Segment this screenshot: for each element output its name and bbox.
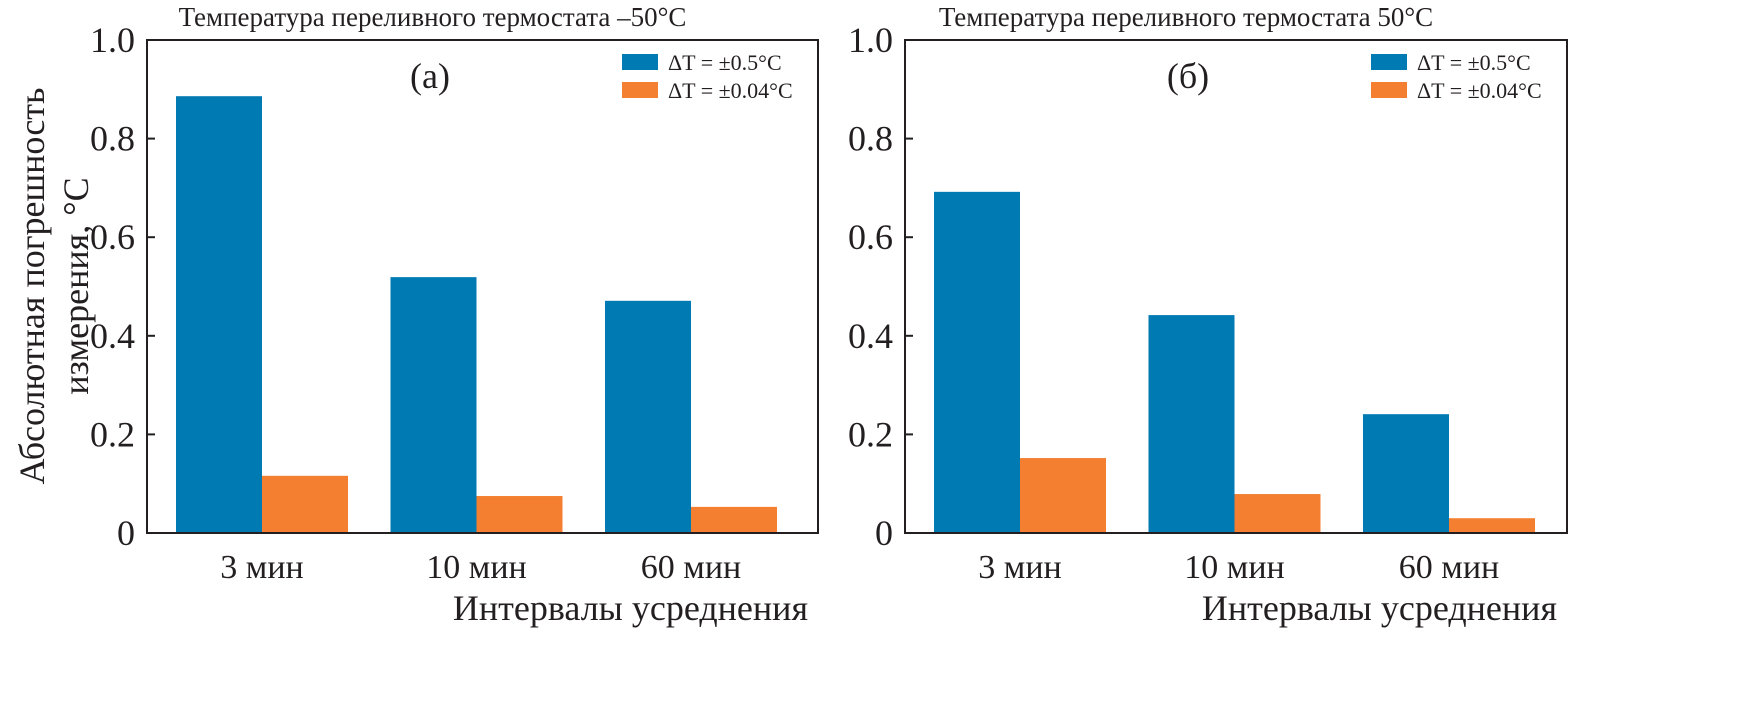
legend-swatch-series2 <box>1371 82 1407 98</box>
legend-label-series1: ΔT = ±0.5°C <box>1417 50 1531 75</box>
x-tick-label: 3 мин <box>978 549 1061 586</box>
y-tick-label: 0.4 <box>90 316 135 356</box>
panel-label: (б) <box>1167 56 1209 96</box>
y-tick-label: 0 <box>875 513 893 553</box>
legend-label-series2: ΔT = ±0.04°C <box>1417 78 1542 103</box>
y-tick-label: 0.8 <box>90 119 135 159</box>
bar-60мин-series2 <box>691 506 777 533</box>
x-axis-label: Интервалы усреднения <box>453 588 808 628</box>
x-tick-label: 60 мин <box>1399 549 1499 586</box>
x-tick-label: 10 мин <box>1184 549 1284 586</box>
x-axis-label: Интервалы усреднения <box>1202 588 1557 628</box>
y-tick-label: 0.4 <box>848 316 893 356</box>
y-axis-label-line1: Абсолютная погрешность <box>12 88 52 485</box>
axes-frame <box>904 39 1568 534</box>
bar-60мин-series2 <box>1449 518 1535 533</box>
x-tick-label: 60 мин <box>641 549 741 586</box>
legend-swatch-series1 <box>1371 54 1407 70</box>
y-tick-label: 1.0 <box>848 20 893 60</box>
bar-10мин-series1 <box>1148 315 1235 533</box>
chart-title: Температура переливного термостата –50°C <box>179 2 687 32</box>
y-tick-label: 0.8 <box>848 119 893 159</box>
y-tick-label: 0.2 <box>90 414 135 454</box>
bar-60мин-series1 <box>1363 414 1449 533</box>
y-tick-label: 0.6 <box>90 217 135 257</box>
panel-label: (а) <box>410 56 450 96</box>
chart-panel-1: 3 мин 10 мин 60 мин 0 0.2 0.4 0.6 0.8 1.0 Темпера… <box>848 2 1568 628</box>
x-tick-label: 3 мин <box>220 549 303 586</box>
y-tick-label: 0 <box>117 513 135 553</box>
bar-10мин-series2 <box>1234 494 1321 533</box>
y-tick-label: 1.0 <box>90 20 135 60</box>
chart-title: Температура переливного термостата 50°C <box>939 2 1433 32</box>
bar-3мин-series2 <box>1020 458 1106 533</box>
bar-3мин-series1 <box>176 96 262 534</box>
chart-panel-0: 3 мин 10 мин 60 мин 0 0.2 0.4 0.6 0.8 1.0 Темпера… <box>90 2 819 628</box>
legend-swatch-series2 <box>622 82 658 98</box>
legend-label-series1: ΔT = ±0.5°C <box>668 50 782 75</box>
bar-10мин-series1 <box>390 277 477 533</box>
legend-label-series2: ΔT = ±0.04°C <box>668 78 793 103</box>
x-tick-label: 10 мин <box>426 549 526 586</box>
bar-3мин-series1 <box>934 191 1020 533</box>
y-axis-label-line2: измерения, °C <box>56 177 96 394</box>
bar-60мин-series1 <box>605 300 691 533</box>
legend-swatch-series1 <box>622 54 658 70</box>
bar-10мин-series2 <box>476 496 563 533</box>
y-tick-label: 0.2 <box>848 414 893 454</box>
bar-3мин-series2 <box>262 475 348 533</box>
y-tick-label: 0.6 <box>848 217 893 257</box>
axes-frame <box>146 39 819 534</box>
